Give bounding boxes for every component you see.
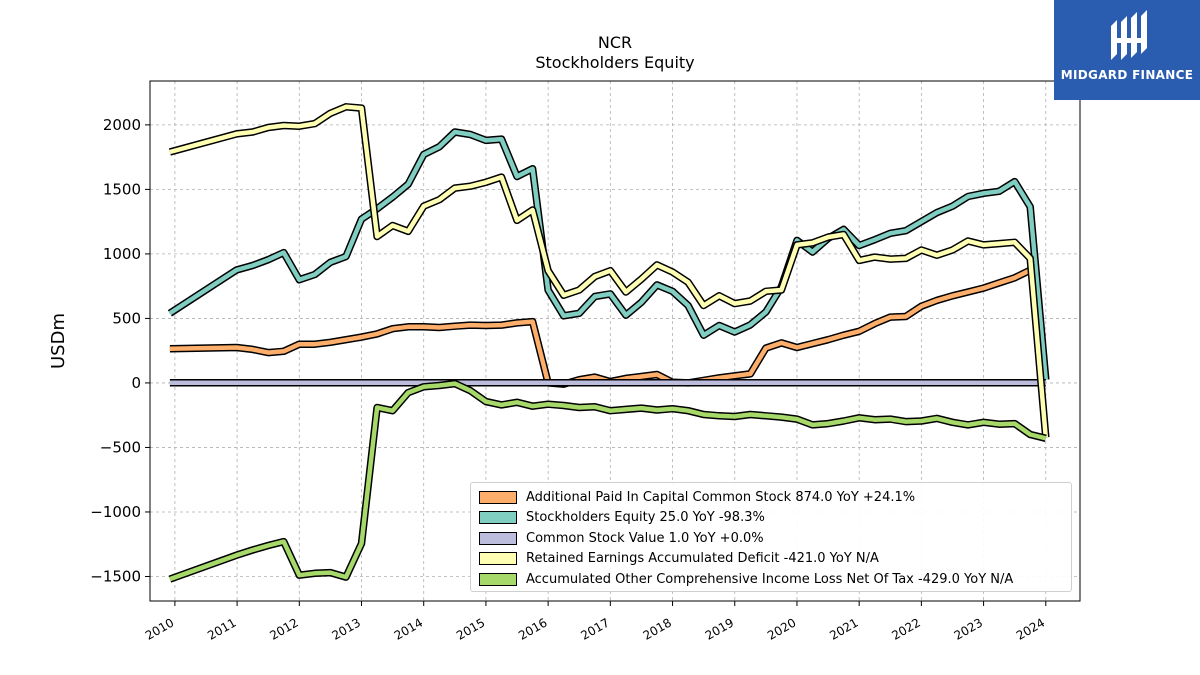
x-tick-label: 2020 (765, 615, 798, 642)
x-tick-label: 2017 (578, 615, 611, 642)
legend-label: Additional Paid In Capital Common Stock … (526, 489, 916, 505)
x-tick-label: 2014 (392, 615, 425, 642)
legend-swatch (479, 490, 517, 504)
legend-entry: Accumulated Other Comprehensive Income L… (479, 569, 1063, 590)
series-stroke (169, 381, 1047, 582)
y-tick-label: 500 (112, 309, 141, 327)
x-tick-label: 2010 (143, 615, 176, 642)
legend-swatch (479, 511, 517, 525)
series-line-1 (169, 266, 1032, 388)
y-tick-label: 1500 (103, 180, 141, 198)
brand-name: MIDGARD FINANCE (1060, 68, 1194, 82)
series-line-2 (167, 128, 1050, 381)
series-stroke (169, 104, 1049, 438)
x-tick-label: 2011 (205, 615, 238, 642)
midgard-logo-icon (1054, 8, 1200, 70)
y-tick-label: −1500 (90, 567, 141, 585)
brand-logo: MIDGARD FINANCE (1054, 0, 1200, 100)
legend-swatch (479, 531, 517, 545)
y-tick-label: 0 (131, 374, 141, 392)
series-lines (167, 103, 1050, 583)
x-tick-label: 2019 (703, 615, 736, 642)
series-line-5 (168, 379, 1047, 583)
x-tick-label: 2023 (952, 615, 985, 642)
plot-frame (149, 80, 1081, 602)
legend: Additional Paid In Capital Common Stock … (470, 482, 1072, 592)
legend-entry: Common Stock Value 1.0 YoY +0.0% (479, 528, 1063, 549)
x-tick-label: 2012 (267, 615, 300, 642)
y-tick-label: 1000 (103, 245, 141, 263)
legend-label: Retained Earnings Accumulated Deficit -4… (526, 551, 879, 567)
chart-title: NCR (597, 33, 633, 52)
legend-label: Common Stock Value 1.0 YoY +0.0% (526, 530, 764, 546)
x-tick-label: 2021 (827, 615, 860, 642)
series-line-4 (168, 103, 1050, 438)
legend-label: Accumulated Other Comprehensive Income L… (526, 571, 1014, 587)
y-axis-label: USDm (48, 313, 69, 369)
legend-swatch (479, 572, 517, 586)
x-tick-label: 2013 (330, 615, 363, 642)
legend-entry: Retained Earnings Accumulated Deficit -4… (479, 549, 1063, 570)
y-tick-label: 2000 (103, 116, 141, 134)
x-tick-label: 2016 (516, 615, 549, 642)
x-tick-label: 2022 (889, 615, 922, 642)
series-stroke (169, 268, 1032, 387)
legend-entry: Stockholders Equity 25.0 YoY -98.3% (479, 508, 1063, 529)
series-stroke (168, 129, 1049, 380)
y-tick-label: −1000 (90, 503, 141, 521)
chart-subtitle: Stockholders Equity (535, 53, 695, 72)
legend-entry: Additional Paid In Capital Common Stock … (479, 487, 1063, 508)
x-tick-label: 2024 (1014, 615, 1047, 642)
legend-label: Stockholders Equity 25.0 YoY -98.3% (526, 510, 765, 526)
legend-swatch (479, 552, 517, 566)
y-tick-label: −500 (100, 438, 141, 456)
x-tick-label: 2015 (454, 615, 487, 642)
x-tick-label: 2018 (641, 615, 674, 642)
